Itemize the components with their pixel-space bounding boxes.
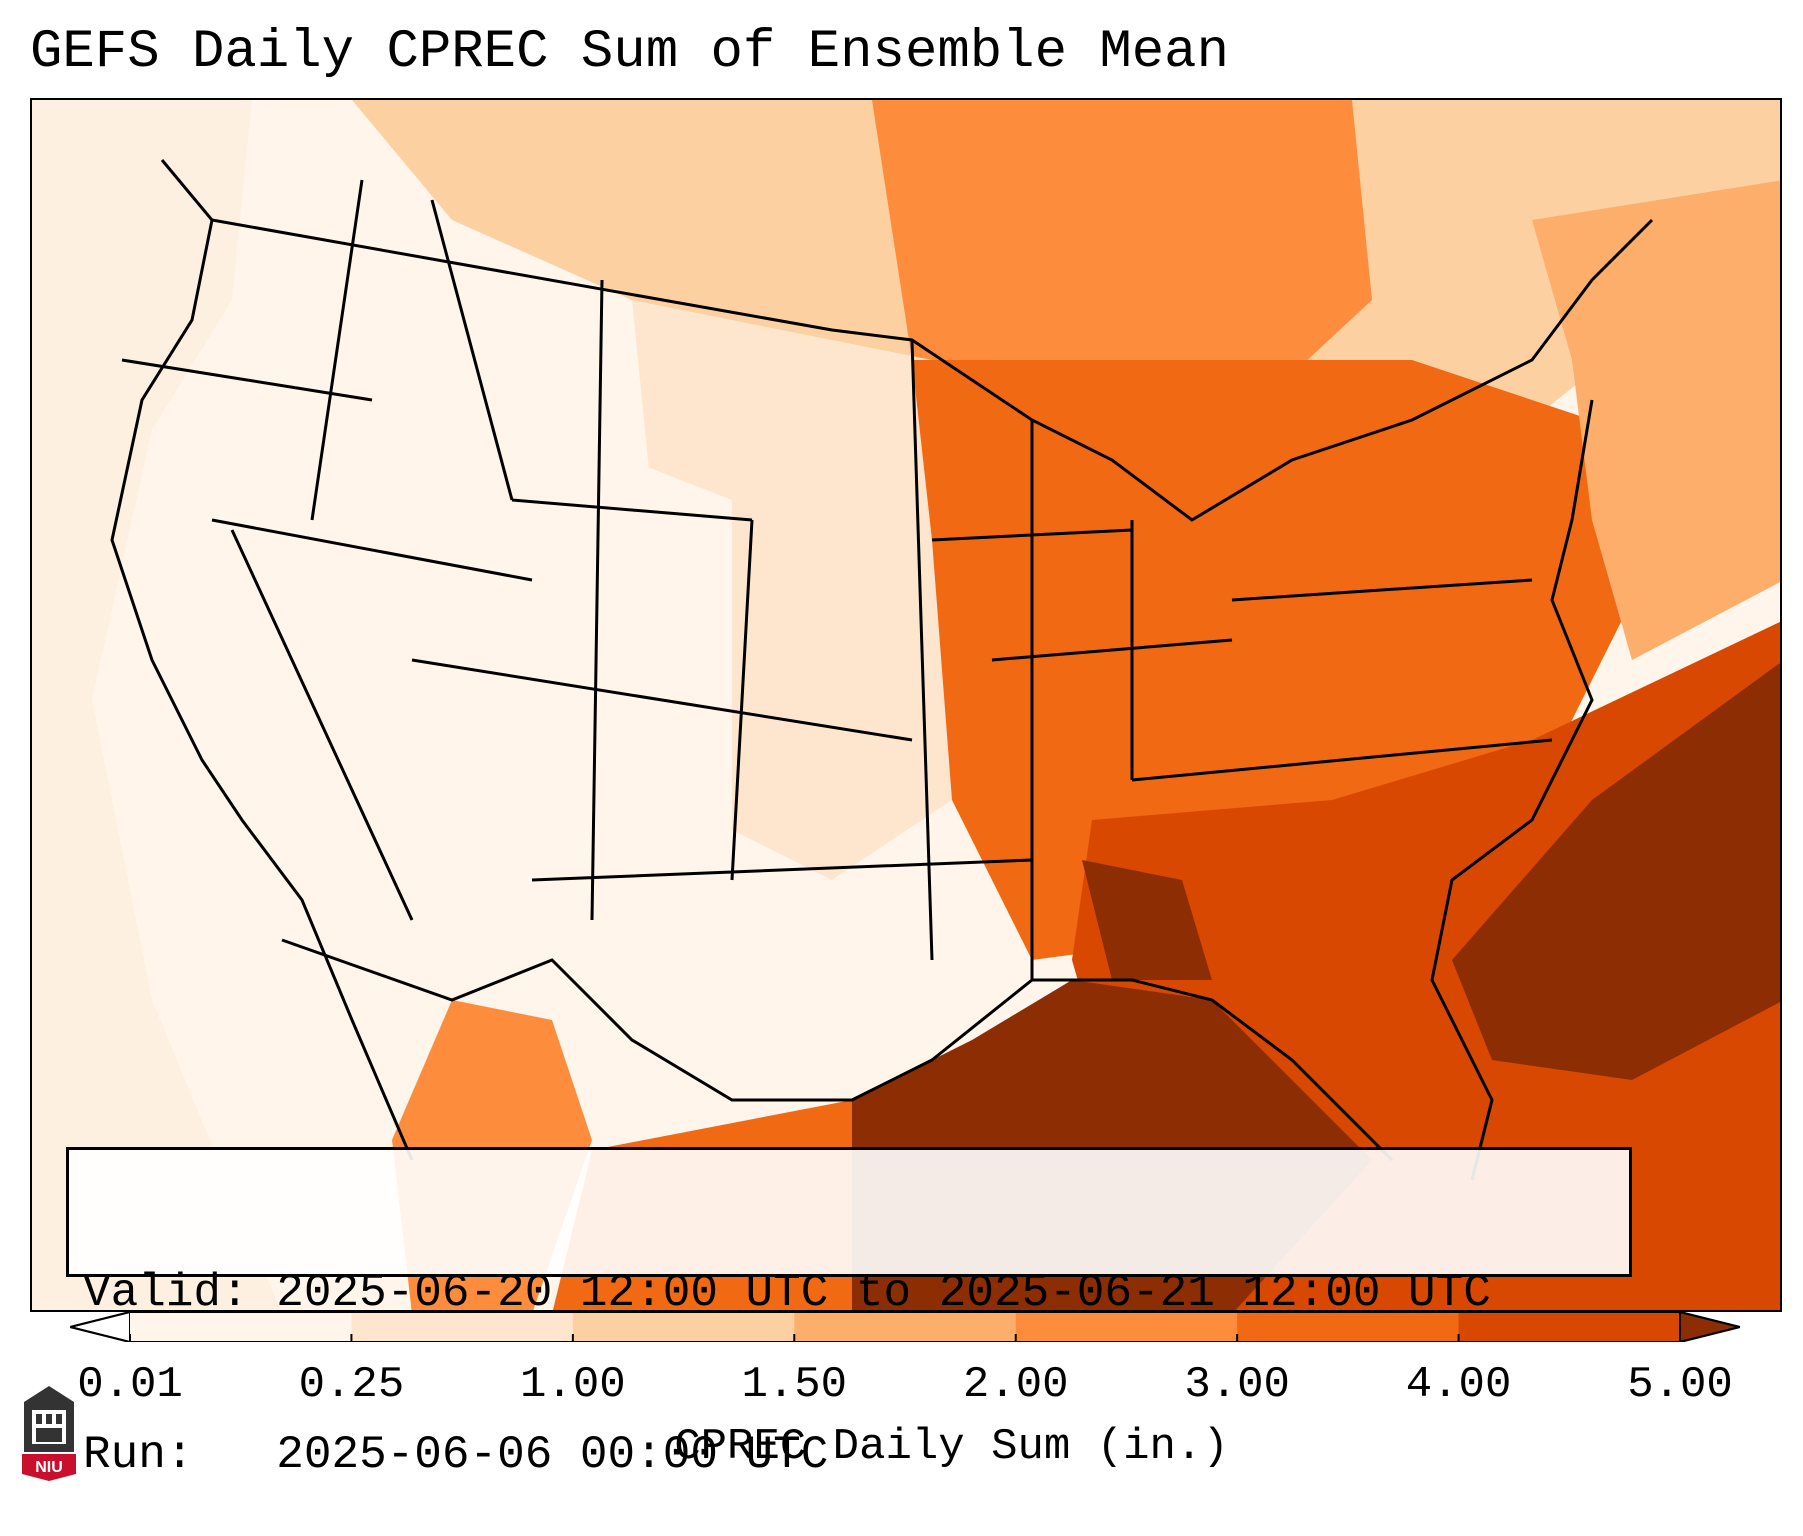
colorbar-tick-label: 0.25: [298, 1360, 405, 1410]
canada-region: [872, 100, 1372, 430]
colorbar-tick-label: 0.01: [77, 1360, 183, 1410]
map-canvas: [32, 100, 1780, 1310]
colorbar-tick-label: 5.00: [1627, 1360, 1733, 1410]
university-building-icon: NIU: [22, 1386, 76, 1481]
niu-logo: NIU: [20, 1382, 78, 1482]
boundaries: [110, 159, 1654, 1181]
colorbar-segment: [572, 1312, 795, 1342]
colorbar-label-container: CPREC Daily Sum (in.): [0, 1422, 1803, 1472]
run-label: Run:: [83, 1429, 194, 1481]
colorbar: [70, 1312, 1740, 1342]
colorbar-segment: [1458, 1312, 1681, 1342]
colorbar-tick-label: 4.00: [1405, 1360, 1512, 1410]
logo-text: NIU: [35, 1459, 63, 1476]
colorbar-over-arrow: [1679, 1312, 1740, 1342]
colorbar-label: CPREC Daily Sum (in.): [674, 1422, 1229, 1472]
colorbar-segment: [1015, 1312, 1238, 1342]
valid-value: 2025-06-20 12:00 UTC to 2025-06-21 12:00…: [276, 1267, 1491, 1319]
colorbar-segment: [1237, 1312, 1460, 1342]
east-coastline: [1430, 399, 1594, 1181]
colorbar-segment: [351, 1312, 574, 1342]
mississippi-heavy-region: [1082, 860, 1212, 980]
colorbar-tick-label: 1.50: [741, 1360, 848, 1410]
colorbar-tick-label: 2.00: [962, 1360, 1069, 1410]
run-value: 2025-06-06 00:00 UTC: [276, 1429, 829, 1481]
colorbar-segment: [130, 1312, 352, 1342]
colorbar-segment: [794, 1312, 1017, 1342]
colorbar-ticks: 0.01 0.25 1.00 1.50 2.00 3.00 4.00 5.00: [0, 1360, 1803, 1420]
map-title: GEFS Daily CPREC Sum of Ensemble Mean: [30, 22, 1229, 83]
gulf-coastline: [281, 938, 1394, 1162]
run-row: Run: 2025-06-06 00:00 UTC: [83, 1428, 1615, 1482]
northern-border: [211, 218, 1654, 522]
colorbar-tick-label: 1.00: [520, 1360, 626, 1410]
colorbar-tick-label: 3.00: [1184, 1360, 1290, 1410]
pacific-region: [32, 100, 281, 1310]
colorbar-under-arrow: [70, 1312, 131, 1342]
valid-label: Valid:: [83, 1267, 249, 1319]
state-lines: [121, 179, 1553, 980]
west-coastline: [110, 159, 414, 1161]
atlantic-heavy-region: [1452, 662, 1780, 1080]
precipitation-map: [30, 98, 1782, 1312]
info-box: Valid: 2025-06-20 12:00 UTC to 2025-06-2…: [66, 1147, 1632, 1481]
southwest-region: [222, 430, 732, 1000]
valid-row: Valid: 2025-06-20 12:00 UTC to 2025-06-2…: [83, 1266, 1615, 1320]
northeast-region: [1532, 180, 1780, 660]
